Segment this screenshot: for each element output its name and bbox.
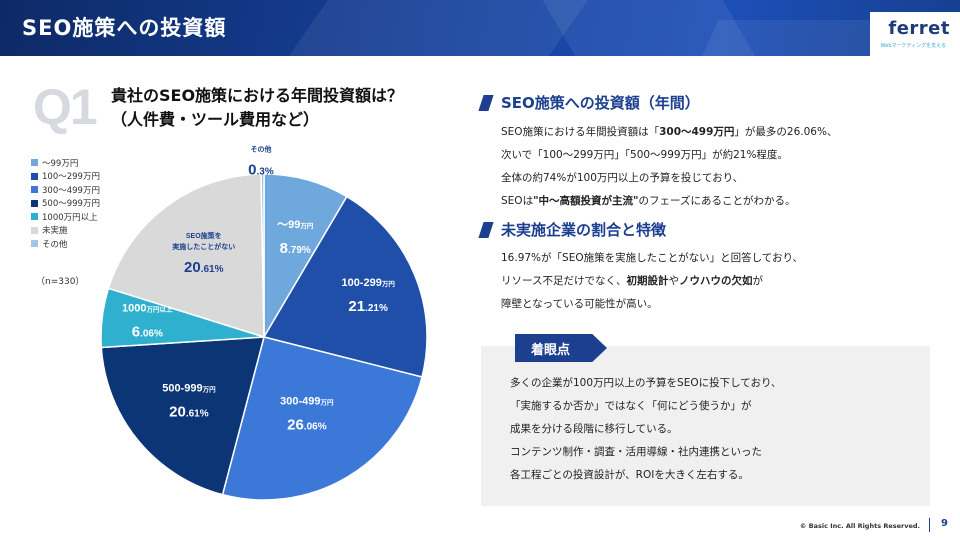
legend-swatch [31,186,38,194]
focus-line: 各工程ごとの投資設計が、ROIを大きく左右する。 [510,469,749,481]
body-text: 次いで「100～299万円」「500～999万円」が約21%程度。 [501,149,788,161]
section2-heading: 未実施企業の割合と特徴 [478,219,667,240]
question-number: Q1 [33,79,98,135]
slice-category-label: 100-299万円 [341,277,395,289]
body-text: 障壁となっている可能性が高い。 [501,298,658,310]
pie-chart: ～99万円 8.79% 100-299万円 21.21% 300-499万円 26.06%… [100,145,428,501]
section2-body: 16.97%が「SEO施策を実施したことがない」と回答しており、 リソース不足だけ… [501,247,803,316]
slice-value-label: 26.06% [287,417,327,434]
legend-swatch [31,240,38,248]
body-text: や [668,275,679,287]
pie-slice [221,336,423,501]
legend-label: 1000万円以上 [42,212,98,223]
slice-value-label: 6.06% [132,324,163,341]
slice-category-label: 1000万円以上 [122,303,173,315]
slice-value-label: 20.61% [169,404,209,421]
slice-category-label: SEO施策を [186,231,222,240]
body-line: 障壁となっている可能性が高い。 [501,293,803,316]
sample-size-note: （n=330） [36,277,85,287]
body-line: SEOは"中～高額投資が主流"のフェーズにあることがわかる。 [501,190,837,213]
emphasis-text: 初期設計 [626,275,669,287]
body-text: SEO施策における年間投資額は「 [501,126,660,138]
heading-accent-icon [478,94,494,111]
legend-swatch [31,226,38,234]
body-text: が [752,275,763,287]
slice-category-label: 500-999万円 [162,383,216,395]
pie-slice [263,173,348,340]
legend-item: 300～499万円 [31,183,100,197]
legend-swatch [31,159,38,167]
slice-value-label: 21.21% [348,298,388,315]
focus-body: 多くの企業が100万円以上の予算をSEOに投下しており、 「実施するか否か」ではな… [510,372,782,487]
ferret-logo: ferret [888,18,950,39]
footer-divider [929,518,930,532]
legend-item: 1000万円以上 [31,210,100,224]
logo-tagline: Webマーケティングを支える [880,43,946,49]
pie-slice [262,195,428,378]
slice-value-label: 8.79% [280,240,311,257]
section1-heading: SEO施策への投資額（年間） [478,92,700,113]
slice-value-label: 20.61% [184,259,224,276]
emphasis-text: 300～499万円 [659,126,735,138]
legend-label: 500～999万円 [42,199,100,210]
focus-box [481,346,930,506]
legend-swatch [31,199,38,207]
focus-line: 「実施するか否か」ではなく「何にどう使うか」が [510,400,752,412]
body-text: 」が最多の26.06%、 [734,126,838,138]
focus-line: 成果を分ける段階に移行している。 [510,423,678,435]
slice-category-label: ～99万円 [277,219,314,231]
legend-item: 未実施 [31,224,100,238]
section1-title: SEO施策への投資額（年間） [501,94,700,112]
heading-accent-icon [478,221,494,238]
slice-category-label: その他 [250,145,271,154]
body-line: 16.97%が「SEO施策を実施したことがない」と回答しており、 [501,247,803,270]
slice-value-label: 0.3% [248,162,274,179]
pie-slice [100,336,265,496]
body-text: 16.97%が「SEO施策を実施したことがない」と回答しており、 [501,252,804,264]
page-number: 9 [941,518,948,529]
logo-background [870,12,960,56]
legend-label: その他 [42,239,68,250]
legend-label: 100～299万円 [42,172,100,183]
body-line: 全体の約74%が100万円以上の予算を投じており、 [501,167,837,190]
focus-line: 多くの企業が100万円以上の予算をSEOに投下しており、 [510,377,782,389]
body-text: SEOは [501,195,534,207]
section1-body: SEO施策における年間投資額は「300～499万円」が最多の26.06%、次いで… [501,121,837,213]
question-text-line2: （人件費・ツール費用など） [111,110,320,129]
body-text: 全体の約74%が100万円以上の予算を投じており、 [501,172,744,184]
pie-slice [260,173,265,338]
question-text-line1: 貴社のSEO施策における年間投資額は？ [111,86,404,105]
focus-tag: 着眼点 [515,334,607,362]
chart-legend: ～99万円 100～299万円 300～499万円 500～999万円 1000万円以上… [31,156,100,251]
body-line: SEO施策における年間投資額は「300～499万円」が最多の26.06%、 [501,121,837,144]
section2-title: 未実施企業の割合と特徴 [501,221,667,239]
legend-label: ～99万円 [42,158,79,169]
page-title: SEO施策への投資額 [22,16,227,40]
slice-category-label: 300-499万円 [280,396,334,408]
legend-swatch [31,213,38,221]
focus-line: コンテンツ制作・調査・活用導線・社内連携といった [510,446,762,458]
legend-item: その他 [31,237,100,251]
legend-label: 300～499万円 [42,185,100,196]
body-text: のフェーズにあることがわかる。 [638,195,796,207]
legend-item: 500～999万円 [31,197,100,211]
emphasis-text: "中～高額投資が主流" [533,195,639,207]
body-line: 次いで「100～299万円」「500～999万円」が約21%程度。 [501,144,837,167]
body-line: リソース不足だけでなく、初期設計やノウハウの欠如が [501,270,803,293]
legend-label: 未実施 [42,226,68,237]
legend-item: 100～299万円 [31,170,100,184]
copyright: © Basic Inc. All Rights Reserved. [799,522,920,530]
header-banner: SEO施策への投資額 [0,0,960,56]
legend-item: ～99万円 [31,156,100,170]
slice-category-label: 実施したことがない [172,242,235,251]
pie-slice [107,173,265,339]
emphasis-text: ノウハウの欠如 [678,275,753,287]
body-text: リソース不足だけでなく、 [501,275,627,287]
legend-swatch [31,172,38,180]
